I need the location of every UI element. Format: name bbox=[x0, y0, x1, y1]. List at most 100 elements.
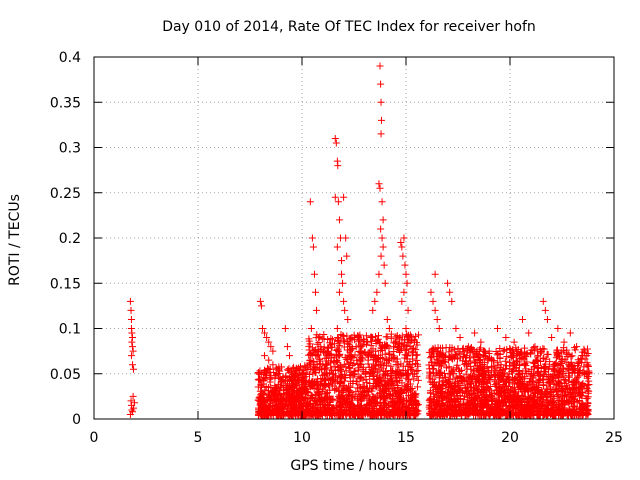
noise-point bbox=[483, 402, 491, 410]
noise-point bbox=[500, 408, 508, 416]
data-point bbox=[377, 80, 385, 88]
noise-point bbox=[426, 354, 434, 362]
noise-point bbox=[349, 405, 357, 413]
noise-point bbox=[496, 355, 504, 363]
data-point bbox=[431, 306, 439, 314]
noise-point bbox=[456, 367, 464, 375]
data-point bbox=[376, 62, 384, 70]
noise-point bbox=[578, 359, 586, 367]
data-point bbox=[269, 361, 277, 369]
noise-point bbox=[345, 407, 353, 415]
noise-point bbox=[576, 390, 584, 398]
noise-point bbox=[313, 384, 321, 392]
noise-point bbox=[459, 400, 467, 408]
noise-point bbox=[530, 397, 538, 405]
noise-point bbox=[377, 346, 385, 354]
noise-point bbox=[515, 381, 523, 389]
noise-point bbox=[332, 385, 340, 393]
noise-point bbox=[512, 389, 520, 397]
noise-point bbox=[511, 376, 519, 384]
noise-point bbox=[425, 348, 433, 356]
noise-point bbox=[341, 371, 349, 379]
noise-point bbox=[324, 348, 332, 356]
noise-point bbox=[539, 376, 547, 384]
noise-point bbox=[498, 369, 506, 377]
noise-point bbox=[386, 384, 394, 392]
y-tick-label: 0.15 bbox=[50, 276, 81, 292]
noise-point bbox=[322, 381, 330, 389]
data-point bbox=[446, 288, 454, 296]
data-point bbox=[452, 325, 460, 332]
noise-point bbox=[328, 375, 336, 383]
noise-point bbox=[435, 367, 443, 375]
noise-point bbox=[330, 353, 338, 361]
noise-point bbox=[449, 355, 457, 363]
noise-point bbox=[479, 378, 487, 386]
noise-point bbox=[554, 384, 562, 392]
noise-point bbox=[395, 348, 403, 356]
noise-point bbox=[519, 369, 527, 377]
noise-point bbox=[564, 411, 572, 419]
data-point bbox=[485, 347, 493, 355]
noise-point bbox=[568, 393, 576, 401]
y-tick-label: 0.3 bbox=[59, 141, 81, 157]
data-point bbox=[323, 370, 331, 378]
noise-point bbox=[532, 389, 540, 397]
noise-point bbox=[291, 373, 299, 381]
y-tick-label: 0 bbox=[72, 412, 81, 428]
data-point bbox=[548, 334, 556, 342]
data-point bbox=[317, 343, 325, 351]
noise-point bbox=[381, 342, 389, 350]
data-point bbox=[444, 279, 452, 287]
noise-point bbox=[347, 400, 355, 408]
noise-point bbox=[353, 384, 361, 392]
noise-point bbox=[336, 372, 344, 380]
data-point bbox=[376, 184, 384, 192]
data-point bbox=[269, 347, 277, 355]
noise-point bbox=[295, 365, 303, 373]
noise-point bbox=[408, 347, 416, 355]
data-point bbox=[494, 325, 502, 332]
noise-point bbox=[337, 391, 345, 399]
noise-point bbox=[425, 365, 433, 373]
noise-point bbox=[409, 370, 417, 378]
noise-point bbox=[543, 350, 551, 358]
noise-point bbox=[426, 401, 434, 409]
noise-point bbox=[330, 358, 338, 366]
noise-point bbox=[380, 392, 388, 400]
noise-point bbox=[374, 380, 382, 388]
noise-point bbox=[583, 374, 591, 382]
noise-point bbox=[283, 385, 291, 393]
noise-point bbox=[444, 389, 452, 397]
noise-point bbox=[523, 349, 531, 357]
noise-point bbox=[370, 353, 378, 361]
noise-point bbox=[346, 372, 354, 380]
noise-point bbox=[452, 350, 460, 358]
noise-point bbox=[267, 372, 275, 380]
noise-point bbox=[306, 382, 314, 390]
noise-point bbox=[477, 362, 485, 370]
data-point bbox=[298, 397, 306, 405]
noise-point bbox=[390, 353, 398, 361]
noise-point bbox=[369, 360, 377, 368]
data-point bbox=[400, 234, 408, 242]
data-point bbox=[543, 315, 551, 323]
noise-point bbox=[269, 388, 277, 396]
noise-point bbox=[362, 375, 370, 383]
data-point bbox=[283, 343, 291, 351]
noise-point bbox=[506, 394, 514, 402]
noise-point bbox=[456, 374, 464, 382]
noise-point bbox=[379, 354, 387, 362]
noise-point bbox=[344, 395, 352, 403]
noise-point bbox=[440, 377, 448, 385]
data-point bbox=[344, 315, 352, 323]
data-point bbox=[404, 306, 412, 314]
noise-point bbox=[507, 354, 515, 362]
noise-point bbox=[491, 378, 499, 386]
noise-point bbox=[447, 409, 455, 417]
noise-point bbox=[550, 380, 558, 388]
noise-point bbox=[485, 354, 493, 362]
noise-point bbox=[340, 360, 348, 368]
noise-point bbox=[363, 379, 371, 387]
noise-point bbox=[496, 376, 504, 384]
